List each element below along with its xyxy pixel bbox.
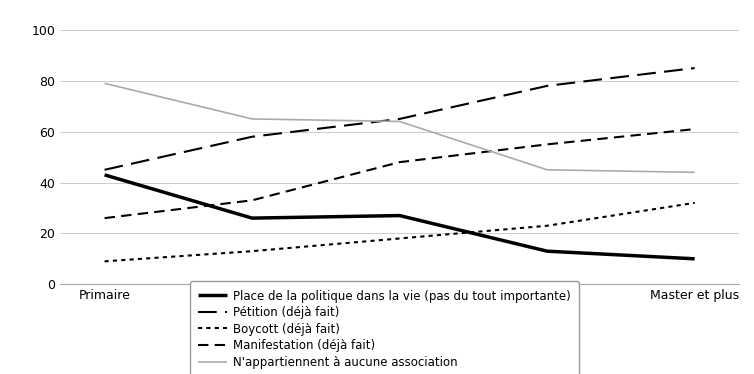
- Legend: Place de la politique dans la vie (pas du tout importante), Pétition (déjà fait): Place de la politique dans la vie (pas d…: [190, 281, 579, 374]
